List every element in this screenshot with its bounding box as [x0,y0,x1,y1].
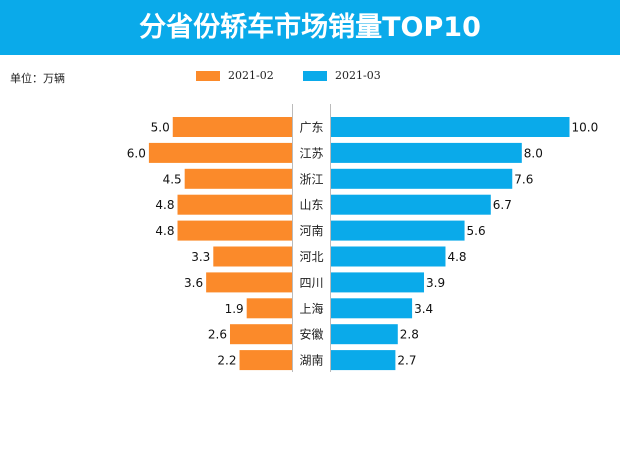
data-label-right: 5.6 [467,224,486,238]
unit-label: 单位：万辆 [10,72,65,85]
bar-left [229,324,292,345]
bar-right [331,168,513,189]
data-label-left: 5.0 [151,121,170,135]
category-label: 河北 [299,250,323,264]
category-label: 江苏 [299,146,323,160]
data-label-right: 2.8 [400,328,419,342]
legend-label: 2021-02 [228,69,274,82]
data-label-right: 3.4 [414,302,433,316]
data-label-right: 8.0 [524,146,543,160]
bar-left [213,246,292,267]
legend-label: 2021-03 [335,69,381,82]
category-label: 四川 [299,276,323,290]
bar-right [331,220,465,241]
bar-left [177,220,292,241]
data-label-left: 4.8 [155,224,174,238]
category-label: 河南 [299,223,323,238]
bar-left [172,117,292,137]
data-label-left: 6.0 [127,146,146,160]
category-label: 上海 [299,301,323,316]
category-label: 山东 [299,198,323,212]
legend-swatch [196,70,220,81]
data-label-right: 2.7 [397,354,416,368]
bar-left [148,142,292,163]
bar-right [331,117,570,137]
bar-left [177,194,292,215]
category-label: 湖南 [299,353,323,368]
category-label: 安徽 [299,327,323,342]
data-label-left: 3.6 [184,276,203,290]
data-label-left: 2.2 [217,354,236,368]
bar-left [239,350,292,371]
data-label-left: 2.6 [208,328,227,342]
bar-left [246,298,292,319]
data-label-right: 10.0 [572,121,599,135]
data-label-left: 4.8 [155,198,174,212]
data-label-left: 3.3 [191,250,210,264]
page-title: 分省份轿车市场销量TOP10 [0,0,620,55]
bar-left [184,168,292,189]
legend-item-left: 2021-02 [196,69,274,82]
category-label: 浙江 [299,172,323,186]
bar-right [331,142,522,163]
data-label-right: 4.8 [447,250,466,264]
data-label-right: 7.6 [514,172,533,186]
data-label-right: 6.7 [493,198,512,212]
legend-swatch [303,70,327,81]
data-label-left: 1.9 [225,302,244,316]
bar-right [331,194,491,215]
bar-right [331,298,413,319]
legend-item-right: 2021-03 [303,69,381,82]
bar-left [206,272,292,293]
category-label: 广东 [299,121,323,135]
bar-right [331,272,425,293]
data-label-right: 3.9 [426,276,445,290]
bar-right [331,246,446,267]
data-label-left: 4.5 [163,172,182,186]
bar-right [331,324,398,345]
bar-right [331,350,396,371]
